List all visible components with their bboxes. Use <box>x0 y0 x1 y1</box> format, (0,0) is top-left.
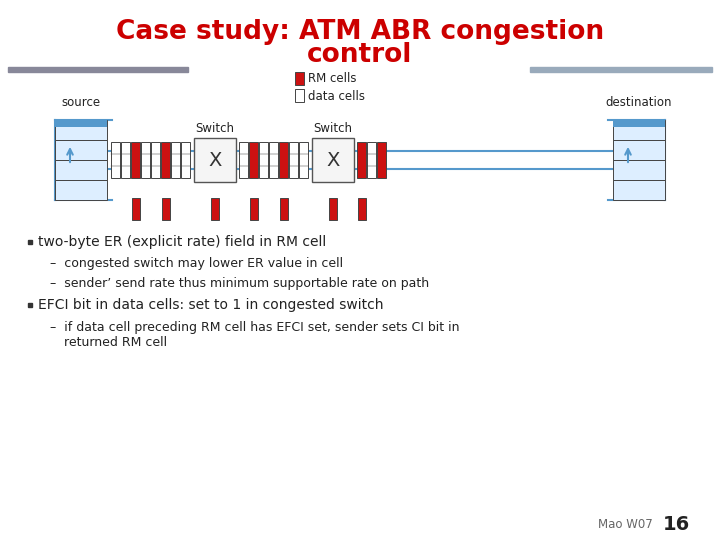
Bar <box>132 198 140 220</box>
Bar <box>280 198 288 220</box>
Bar <box>111 142 120 178</box>
Text: control: control <box>307 42 413 68</box>
Bar <box>8 67 188 72</box>
Bar <box>289 142 298 178</box>
Text: RM cells: RM cells <box>308 72 356 85</box>
Bar <box>357 142 366 178</box>
Text: source: source <box>61 96 101 109</box>
Bar <box>613 120 665 127</box>
Bar <box>329 198 337 220</box>
Text: destination: destination <box>606 96 672 109</box>
Text: –  congested switch may lower ER value in cell: – congested switch may lower ER value in… <box>50 258 343 271</box>
Bar <box>211 198 219 220</box>
Bar <box>295 89 304 102</box>
Text: data cells: data cells <box>308 90 365 103</box>
Bar <box>367 142 376 178</box>
Bar <box>295 72 304 85</box>
Bar <box>269 142 278 178</box>
Bar <box>358 198 366 220</box>
Bar <box>377 142 386 178</box>
Text: Mao W07: Mao W07 <box>598 517 653 530</box>
Bar <box>162 198 170 220</box>
Bar <box>131 142 140 178</box>
Bar <box>613 180 665 200</box>
Bar <box>55 120 107 140</box>
Bar <box>55 160 107 180</box>
Bar <box>55 180 107 200</box>
Bar <box>530 67 712 72</box>
Text: X: X <box>326 151 340 170</box>
Bar <box>55 140 107 160</box>
Bar <box>613 160 665 180</box>
Bar <box>239 142 248 178</box>
Bar <box>28 240 32 244</box>
Text: returned RM cell: returned RM cell <box>64 336 167 349</box>
Text: X: X <box>208 151 222 170</box>
Bar <box>259 142 268 178</box>
Text: EFCI bit in data cells: set to 1 in congested switch: EFCI bit in data cells: set to 1 in cong… <box>38 298 384 312</box>
Text: –  sender’ send rate thus minimum supportable rate on path: – sender’ send rate thus minimum support… <box>50 276 429 289</box>
Text: Case study: ATM ABR congestion: Case study: ATM ABR congestion <box>116 19 604 45</box>
Text: two-byte ER (explicit rate) field in RM cell: two-byte ER (explicit rate) field in RM … <box>38 235 326 249</box>
Bar <box>299 142 308 178</box>
Bar <box>121 142 130 178</box>
Bar <box>28 303 32 307</box>
Bar <box>613 120 665 140</box>
Text: –  if data cell preceding RM cell has EFCI set, sender sets CI bit in: – if data cell preceding RM cell has EFC… <box>50 321 459 334</box>
Text: 16: 16 <box>662 515 690 534</box>
Bar <box>194 138 236 182</box>
Bar <box>171 142 180 178</box>
Text: Switch: Switch <box>313 122 353 134</box>
Bar <box>613 140 665 160</box>
Bar <box>55 120 107 127</box>
Bar <box>161 142 170 178</box>
Bar <box>141 142 150 178</box>
Bar <box>151 142 160 178</box>
Bar <box>249 142 258 178</box>
Bar <box>279 142 288 178</box>
Bar <box>181 142 190 178</box>
Bar <box>250 198 258 220</box>
Text: Switch: Switch <box>196 122 235 134</box>
Bar <box>312 138 354 182</box>
